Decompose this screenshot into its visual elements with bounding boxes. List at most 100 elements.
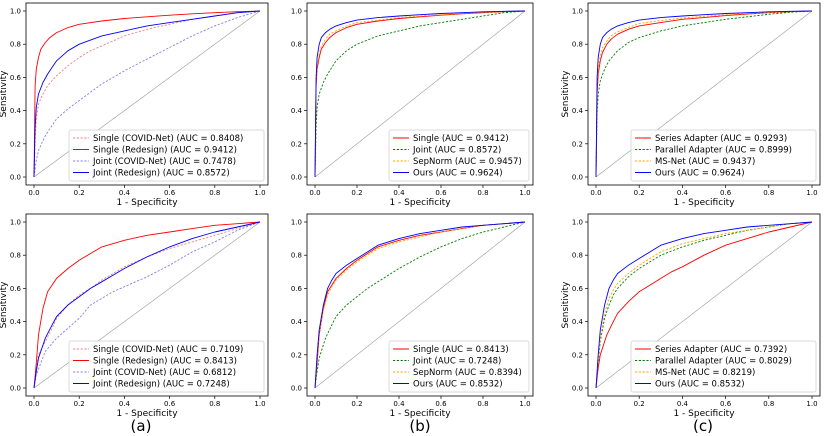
y-axis-label: Sensitivity bbox=[0, 70, 9, 118]
x-tick-label: 1.0 bbox=[254, 400, 265, 408]
legend-label: Single (AUC = 0.8413) bbox=[413, 345, 509, 355]
y-tick-label: 0.8 bbox=[572, 252, 583, 260]
roc-curve bbox=[595, 221, 813, 389]
x-axis-label: 1 - Specificity bbox=[116, 409, 178, 419]
y-axis-label: Sensitivity bbox=[0, 281, 9, 329]
legend-box bbox=[388, 129, 530, 182]
roc-panel-6: 0.0 0.2 0.4 0.6 0.8 1.0 0.0 0.2 0.4 0.6 0.8 1.0 1 - … bbox=[561, 213, 821, 419]
y-tick-label: 0.2 bbox=[291, 140, 302, 148]
chance-diagonal bbox=[314, 221, 526, 389]
legend: Series Adapter (AUC = 0.9293) Parallel Ad… bbox=[630, 129, 817, 182]
roc-curve bbox=[595, 221, 813, 389]
legend-box bbox=[68, 129, 265, 182]
x-tick-label: 0.6 bbox=[720, 400, 732, 408]
roc-curve bbox=[33, 221, 261, 389]
x-tick-label: 1.0 bbox=[806, 400, 817, 408]
roc-curve bbox=[314, 221, 526, 389]
x-axis-label: 1 - Specificity bbox=[389, 198, 451, 208]
y-tick-label: 1.0 bbox=[10, 8, 21, 16]
x-axis-label: 1 - Specificity bbox=[116, 198, 178, 208]
roc-curve bbox=[33, 221, 261, 389]
y-tick-label: 0.6 bbox=[572, 285, 584, 293]
legend-label: Parallel Adapter (AUC = 0.8029) bbox=[655, 357, 792, 367]
legend: Single (AUC = 0.9412) Joint (AUC = 0.8572… bbox=[388, 129, 530, 182]
x-tick-label: 0.6 bbox=[720, 189, 732, 197]
roc-curve bbox=[33, 221, 261, 389]
y-tick-label: 1.0 bbox=[572, 8, 583, 16]
y-tick-label: 0.6 bbox=[10, 285, 22, 293]
legend-label: SepNorm (AUC = 0.8394) bbox=[413, 368, 522, 378]
x-tick-label: 0.2 bbox=[351, 400, 362, 408]
x-tick-label: 0.2 bbox=[634, 400, 645, 408]
legend-label: Ours (AUC = 0.8532) bbox=[655, 380, 745, 390]
x-tick-label: 0.6 bbox=[435, 400, 447, 408]
legend-label: Ours (AUC = 0.9624) bbox=[413, 169, 503, 179]
y-tick-label: 0.4 bbox=[572, 318, 584, 326]
y-tick-label: 0.8 bbox=[10, 41, 21, 49]
legend-label: Ours (AUC = 0.9624) bbox=[655, 169, 745, 179]
legend-label: Joint (Redesign) (AUC = 0.8572) bbox=[92, 169, 230, 179]
x-tick-label: 0.6 bbox=[164, 189, 176, 197]
roc-panel-1: 0.0 0.2 0.4 0.6 0.8 1.0 0.0 0.2 0.4 0.6 0.8 1.0 1 - … bbox=[0, 2, 269, 208]
x-tick-label: 0.8 bbox=[209, 189, 220, 197]
roc-curve bbox=[314, 10, 526, 178]
x-tick-label: 0.6 bbox=[164, 400, 176, 408]
x-tick-label: 0.8 bbox=[763, 189, 774, 197]
legend-label: Joint (Redesign) (AUC = 0.7248) bbox=[92, 380, 230, 390]
roc-curve bbox=[314, 10, 526, 178]
y-tick-label: 1.0 bbox=[572, 219, 583, 227]
chart-panels: 0.0 0.2 0.4 0.6 0.8 1.0 0.0 0.2 0.4 0.6 0.8 1.0 1 - … bbox=[0, 2, 821, 419]
y-tick-label: 0.6 bbox=[572, 74, 584, 82]
y-tick-label: 0.6 bbox=[291, 285, 303, 293]
legend-label: Single (AUC = 0.9412) bbox=[413, 134, 509, 144]
roc-panel-5: 0.0 0.2 0.4 0.6 0.8 1.0 0.0 0.2 0.4 0.6 0.8 1.0 1 - … bbox=[291, 213, 534, 419]
x-tick-label: 0.0 bbox=[28, 400, 39, 408]
x-axis-label: 1 - Specificity bbox=[673, 198, 735, 208]
legend-label: Single (Redesign) (AUC = 0.8413) bbox=[93, 357, 237, 367]
legend-label: Single (COVID-Net) (AUC = 0.7109) bbox=[93, 345, 243, 355]
x-tick-label: 1.0 bbox=[519, 189, 530, 197]
x-tick-label: 0.4 bbox=[393, 400, 405, 408]
legend: Single (COVID-Net) (AUC = 0.7109) Single … bbox=[68, 340, 265, 393]
x-tick-label: 0.8 bbox=[477, 400, 488, 408]
legend-label: Single (Redesign) (AUC = 0.9412) bbox=[93, 146, 237, 156]
x-tick-label: 0.8 bbox=[477, 189, 488, 197]
y-tick-label: 0.6 bbox=[291, 74, 303, 82]
x-tick-label: 0.8 bbox=[209, 400, 220, 408]
y-tick-label: 0.0 bbox=[291, 174, 302, 182]
roc-panel-4: 0.0 0.2 0.4 0.6 0.8 1.0 0.0 0.2 0.4 0.6 0.8 1.0 1 - … bbox=[0, 213, 269, 419]
x-tick-label: 0.4 bbox=[119, 400, 131, 408]
roc-curve bbox=[314, 221, 526, 389]
roc-panel-3: 0.0 0.2 0.4 0.6 0.8 1.0 0.0 0.2 0.4 0.6 0.8 1.0 1 - … bbox=[561, 2, 821, 208]
legend-label: Series Adapter (AUC = 0.9293) bbox=[655, 134, 787, 144]
y-tick-label: 0.4 bbox=[291, 318, 303, 326]
caption-a: (a) bbox=[131, 417, 152, 435]
legend-label: Single (COVID-Net) (AUC = 0.8408) bbox=[93, 134, 243, 144]
legend-label: Series Adapter (AUC = 0.7392) bbox=[655, 345, 787, 355]
caption-c: (c) bbox=[693, 417, 713, 435]
y-tick-label: 0.0 bbox=[10, 174, 21, 182]
x-tick-label: 0.8 bbox=[763, 400, 774, 408]
legend-label: Ours (AUC = 0.8532) bbox=[413, 380, 503, 390]
legend-label: Parallel Adapter (AUC = 0.8999) bbox=[655, 146, 792, 156]
x-tick-label: 0.6 bbox=[435, 189, 447, 197]
y-tick-label: 0.0 bbox=[572, 174, 583, 182]
x-tick-label: 0.2 bbox=[634, 189, 645, 197]
legend: Series Adapter (AUC = 0.7392) Parallel Ad… bbox=[630, 340, 817, 393]
y-tick-label: 0.2 bbox=[572, 140, 583, 148]
y-tick-label: 0.4 bbox=[291, 107, 303, 115]
legend: Single (AUC = 0.8413) Joint (AUC = 0.7248… bbox=[388, 340, 530, 393]
legend-label: SepNorm (AUC = 0.9457) bbox=[413, 157, 522, 167]
x-tick-label: 0.0 bbox=[309, 189, 320, 197]
legend-box bbox=[630, 129, 817, 182]
legend-label: Joint (AUC = 0.8572) bbox=[412, 146, 501, 156]
x-tick-label: 1.0 bbox=[254, 189, 265, 197]
legend-label: Joint (COVID-Net) (AUC = 0.6812) bbox=[92, 368, 236, 378]
y-tick-label: 0.4 bbox=[10, 318, 22, 326]
roc-curve bbox=[595, 10, 813, 178]
roc-curve bbox=[595, 221, 813, 389]
roc-panel-2: 0.0 0.2 0.4 0.6 0.8 1.0 0.0 0.2 0.4 0.6 0.8 1.0 1 - … bbox=[291, 2, 534, 208]
y-tick-label: 0.8 bbox=[10, 252, 21, 260]
roc-curve bbox=[595, 10, 813, 178]
